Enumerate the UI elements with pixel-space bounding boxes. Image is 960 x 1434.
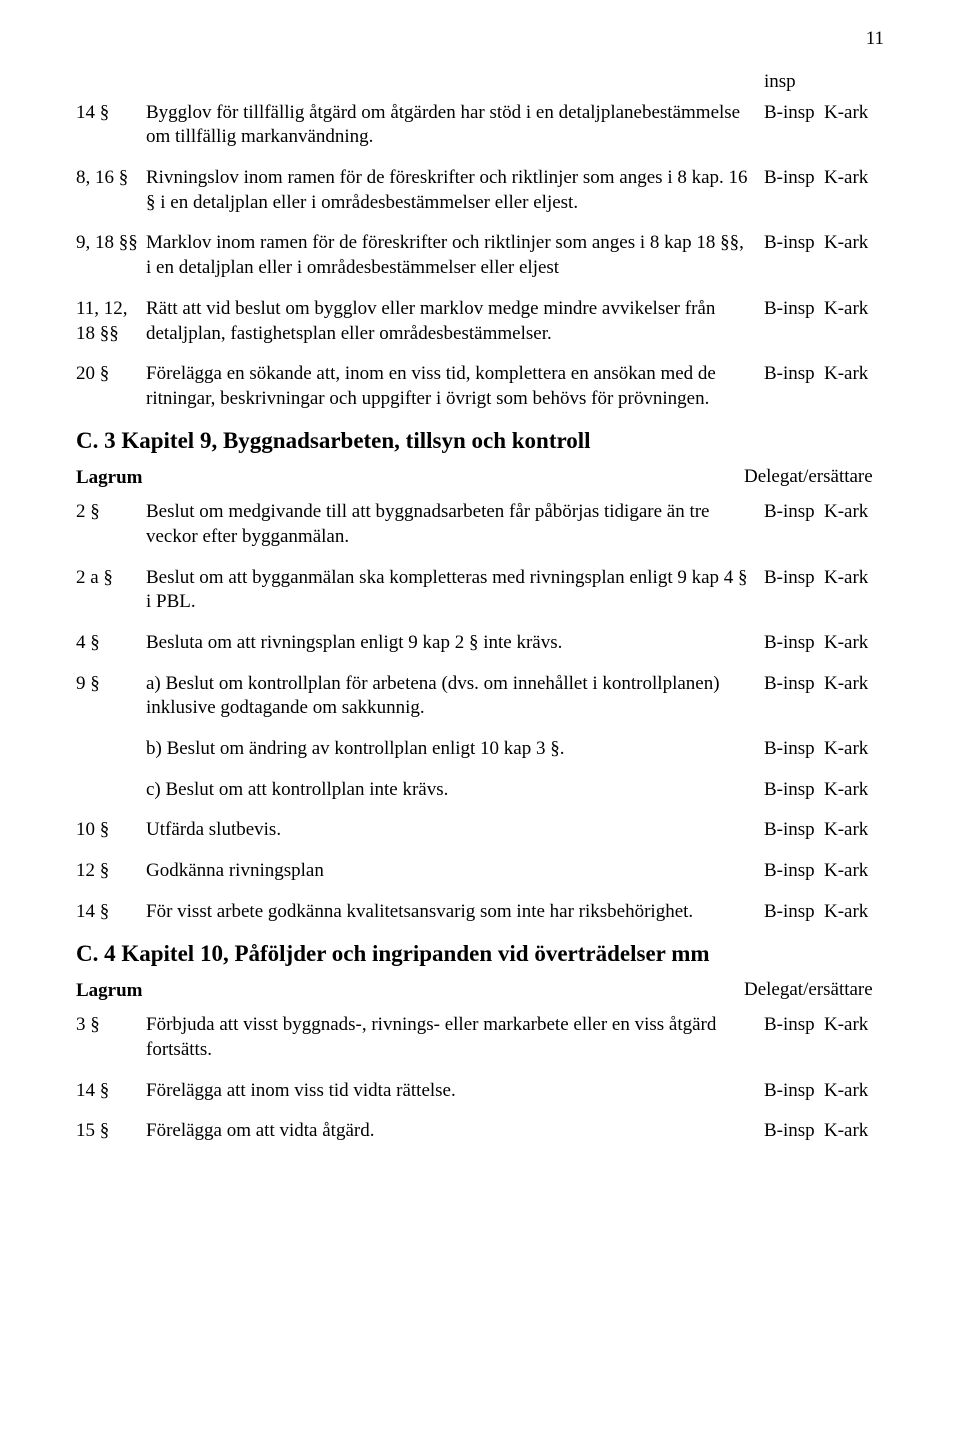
ersattare-cell: K-ark (824, 859, 884, 884)
text-cell: a) Beslut om kontrollplan för arbetena (… (146, 672, 764, 721)
header-delegat-ersattare: Delegat/ersättare (744, 466, 884, 488)
text-cell: Förbjuda att visst byggnads-, rivnings- … (146, 1013, 764, 1062)
table-row: 14 § För visst arbete godkänna kvalitets… (76, 900, 884, 925)
table-row: 12 § Godkänna rivningsplan B-insp K-ark (76, 859, 884, 884)
table-row: 10 § Utfärda slutbevis. B-insp K-ark (76, 818, 884, 843)
delegat-cell: B-insp (764, 778, 824, 803)
lagrum-cell: 11, 12, 18 §§ (76, 297, 146, 346)
section-c3-rows: 2 § Beslut om medgivande till att byggna… (76, 500, 884, 924)
page-number: 11 (866, 28, 884, 50)
ersattare-cell: K-ark (824, 631, 884, 656)
lagrum-cell: 2 a § (76, 566, 146, 591)
ersattare-cell: K-ark (824, 500, 884, 525)
ersattare-cell: K-ark (824, 1119, 884, 1144)
table-row: 14 § Bygglov för tillfällig åtgärd om åt… (76, 101, 884, 150)
text-cell: Besluta om att rivningsplan enligt 9 kap… (146, 631, 764, 656)
document-page: 11 insp 14 § Bygglov för tillfällig åtgä… (0, 0, 960, 1434)
delegat-cell: B-insp (764, 900, 824, 925)
lagrum-cell: 3 § (76, 1013, 146, 1038)
table-row: 9 § a) Beslut om kontrollplan för arbete… (76, 672, 884, 721)
delegat-cell: B-insp (764, 566, 824, 591)
delegat-cell: B-insp (764, 101, 824, 126)
lagrum-cell: 9, 18 §§ (76, 231, 146, 256)
text-cell: Förelägga att inom viss tid vidta rättel… (146, 1079, 764, 1104)
text-cell: Rivningslov inom ramen för de föreskrift… (146, 166, 764, 215)
delegat-cell: B-insp (764, 500, 824, 525)
delegat-cell: B-insp (764, 362, 824, 387)
text-cell: b) Beslut om ändring av kontrollplan enl… (146, 737, 764, 762)
lagrum-cell: 2 § (76, 500, 146, 525)
text-cell: Bygglov för tillfällig åtgärd om åtgärde… (146, 101, 764, 150)
lagrum-cell: 12 § (76, 859, 146, 884)
delegat-cell: B-insp (764, 1079, 824, 1104)
text-cell: Beslut om medgivande till att byggnadsar… (146, 500, 764, 549)
delegat-cell: B-insp (764, 297, 824, 322)
ersattare-cell: K-ark (824, 166, 884, 191)
delegat-cell: B-insp (764, 1119, 824, 1144)
section-c4-rows: 3 § Förbjuda att visst byggnads-, rivnin… (76, 1013, 884, 1144)
text-cell: Utfärda slutbevis. (146, 818, 764, 843)
ersattare-cell: K-ark (824, 566, 884, 591)
ersattare-cell: K-ark (824, 672, 884, 697)
lagrum-cell: 10 § (76, 818, 146, 843)
ersattare-cell: K-ark (824, 297, 884, 322)
table-sub-row: b) Beslut om ändring av kontrollplan enl… (76, 737, 884, 762)
lagrum-cell: 9 § (76, 672, 146, 697)
delegat-cell: B-insp (764, 818, 824, 843)
text-cell: Beslut om att bygganmälan ska kompletter… (146, 566, 764, 615)
text-cell: För visst arbete godkänna kvalitetsansva… (146, 900, 764, 925)
header-lagrum: Lagrum (76, 466, 146, 491)
text-cell: Rätt att vid beslut om bygglov eller mar… (146, 297, 764, 346)
table-row: 15 § Förelägga om att vidta åtgärd. B-in… (76, 1119, 884, 1144)
lagrum-cell: 4 § (76, 631, 146, 656)
header-lagrum: Lagrum (76, 979, 146, 1004)
lagrum-cell: 14 § (76, 1079, 146, 1104)
ersattare-cell: K-ark (824, 737, 884, 762)
delegat-cell: B-insp (764, 1013, 824, 1038)
table-row: 8, 16 § Rivningslov inom ramen för de fö… (76, 166, 884, 215)
text-cell: c) Beslut om att kontrollplan inte krävs… (146, 778, 764, 803)
text-cell: Godkänna rivningsplan (146, 859, 764, 884)
top-insp-cell: insp (764, 70, 824, 95)
delegat-cell: B-insp (764, 631, 824, 656)
ersattare-cell: K-ark (824, 231, 884, 256)
section-c3-heading: C. 3 Kapitel 9, Byggnadsarbeten, tillsyn… (76, 428, 884, 454)
section-c3-header-row: Lagrum Delegat/ersättare (76, 466, 884, 491)
table-sub-row: c) Beslut om att kontrollplan inte krävs… (76, 778, 884, 803)
ersattare-cell: K-ark (824, 778, 884, 803)
table-row: 3 § Förbjuda att visst byggnads-, rivnin… (76, 1013, 884, 1062)
ersattare-cell: K-ark (824, 101, 884, 126)
table-row: 4 § Besluta om att rivningsplan enligt 9… (76, 631, 884, 656)
lagrum-cell: 20 § (76, 362, 146, 387)
lagrum-cell: 14 § (76, 900, 146, 925)
delegat-cell: B-insp (764, 231, 824, 256)
table-row: 20 § Förelägga en sökande att, inom en v… (76, 362, 884, 411)
text-cell: Förelägga om att vidta åtgärd. (146, 1119, 764, 1144)
table-row: 14 § Förelägga att inom viss tid vidta r… (76, 1079, 884, 1104)
delegat-cell: B-insp (764, 737, 824, 762)
text-cell: Förelägga en sökande att, inom en viss t… (146, 362, 764, 411)
section-b-rows: 14 § Bygglov för tillfällig åtgärd om åt… (76, 101, 884, 412)
ersattare-cell: K-ark (824, 362, 884, 387)
lagrum-cell: 14 § (76, 101, 146, 126)
ersattare-cell: K-ark (824, 900, 884, 925)
text-cell: Marklov inom ramen för de föreskrifter o… (146, 231, 764, 280)
table-row: 9, 18 §§ Marklov inom ramen för de föres… (76, 231, 884, 280)
table-row: 2 a § Beslut om att bygganmälan ska komp… (76, 566, 884, 615)
delegat-cell: B-insp (764, 166, 824, 191)
header-delegat-ersattare: Delegat/ersättare (744, 979, 884, 1001)
lagrum-cell: 8, 16 § (76, 166, 146, 191)
delegat-cell: B-insp (764, 672, 824, 697)
section-c4-heading: C. 4 Kapitel 10, Påföljder och ingripand… (76, 941, 884, 967)
lagrum-cell: 15 § (76, 1119, 146, 1144)
ersattare-cell: K-ark (824, 1013, 884, 1038)
table-row: 2 § Beslut om medgivande till att byggna… (76, 500, 884, 549)
section-c4-header-row: Lagrum Delegat/ersättare (76, 979, 884, 1004)
ersattare-cell: K-ark (824, 1079, 884, 1104)
ersattare-cell: K-ark (824, 818, 884, 843)
delegat-cell: B-insp (764, 859, 824, 884)
table-row: 11, 12, 18 §§ Rätt att vid beslut om byg… (76, 297, 884, 346)
